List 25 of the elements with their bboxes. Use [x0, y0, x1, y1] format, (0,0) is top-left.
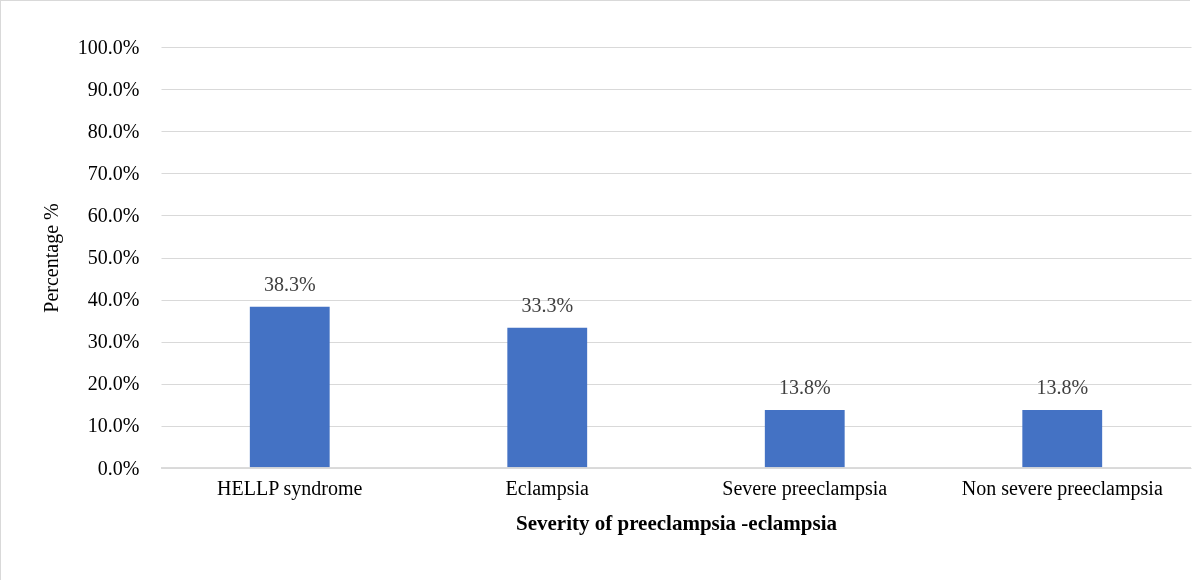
- x-tick-label: Non severe preeclampsia: [961, 476, 1163, 500]
- x-axis-title: Severity of preeclampsia -eclampsia: [516, 510, 838, 535]
- data-label: 33.3%: [521, 293, 574, 316]
- y-tick-label: 100.0%: [77, 35, 140, 58]
- y-tick-label: 30.0%: [87, 330, 140, 353]
- y-tick-label: 0.0%: [97, 456, 140, 479]
- y-tick-label: 60.0%: [87, 203, 140, 226]
- data-label: 13.8%: [778, 375, 831, 398]
- bar: [1022, 409, 1103, 468]
- y-tick-label: 90.0%: [87, 77, 140, 100]
- data-label: 38.3%: [263, 272, 316, 295]
- bar: [507, 327, 588, 468]
- bar: [249, 306, 330, 468]
- y-tick-label: 70.0%: [87, 161, 140, 184]
- y-tick-label: 40.0%: [87, 288, 140, 311]
- y-tick-label: 80.0%: [87, 119, 140, 142]
- x-tick-label: HELLP syndrome: [217, 476, 363, 500]
- y-tick-label: 50.0%: [87, 246, 140, 268]
- bar: [764, 409, 845, 468]
- data-label: 13.8%: [1036, 375, 1089, 398]
- y-tick-label: 10.0%: [87, 414, 140, 437]
- y-tick-label: 20.0%: [87, 372, 140, 395]
- x-tick-label: Eclampsia: [505, 476, 590, 500]
- x-tick-label: Severe preeclampsia: [722, 476, 888, 500]
- y-axis-title: Percentage %: [39, 203, 63, 313]
